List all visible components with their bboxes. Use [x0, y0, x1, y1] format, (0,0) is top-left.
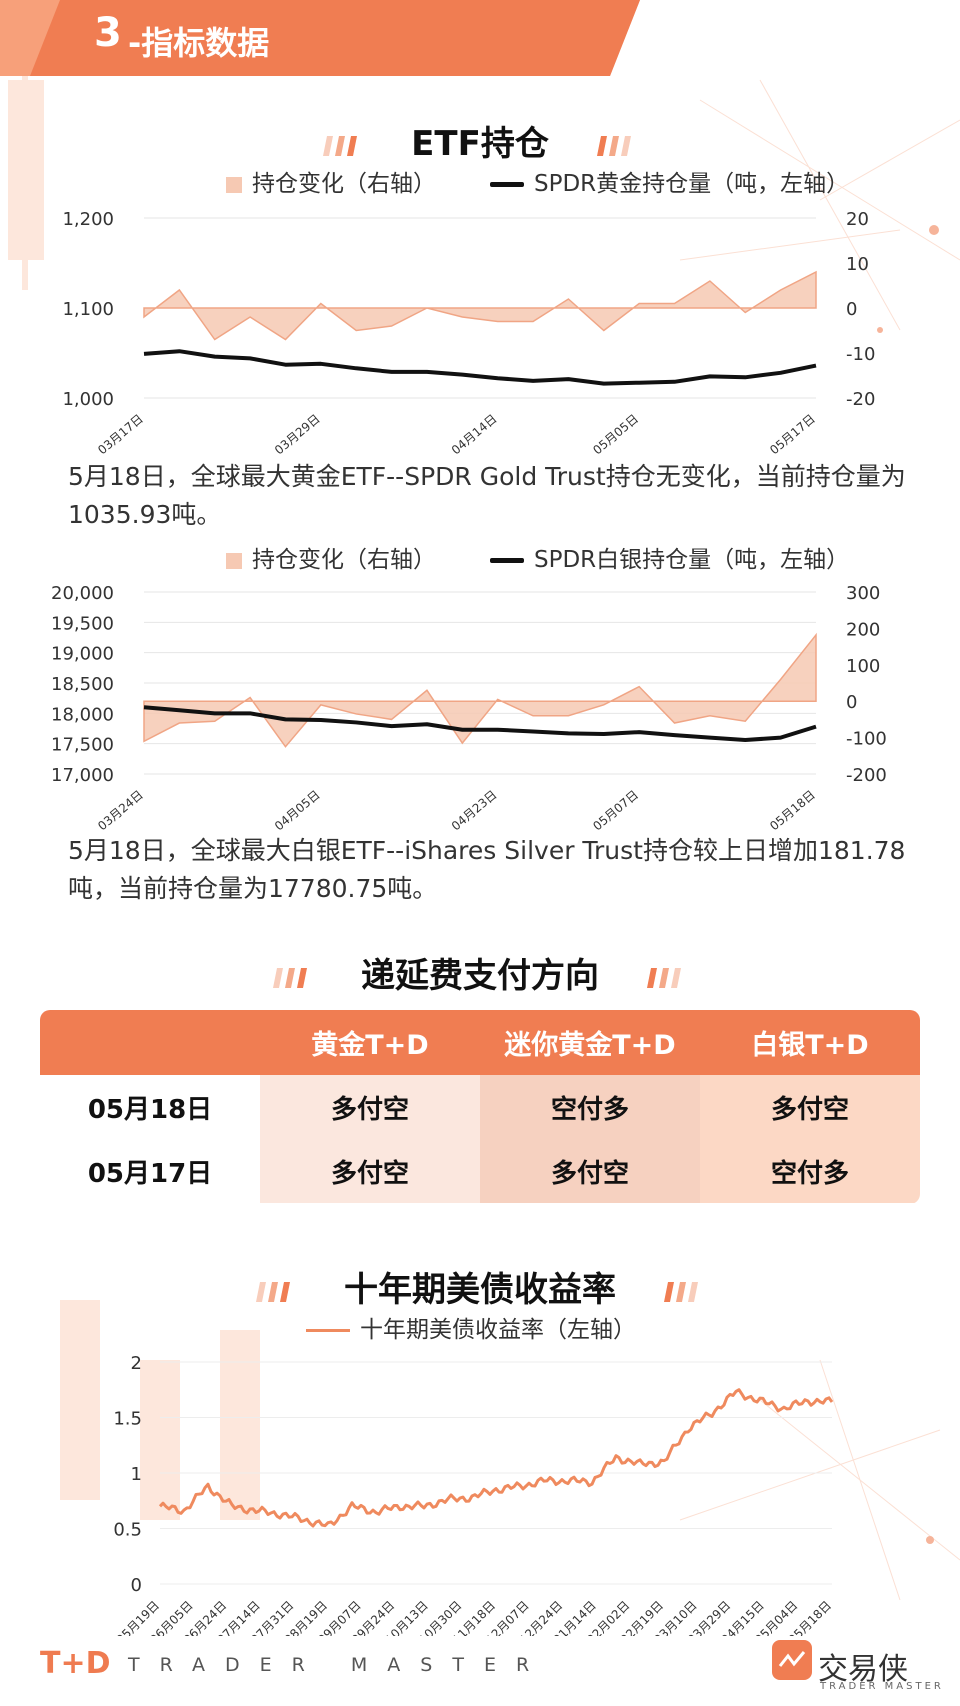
x-tick-label: 05月18日	[767, 788, 818, 834]
td-logo: T+D	[40, 1646, 111, 1681]
etf-title: ETF持仓	[411, 124, 549, 164]
x-tick-label: 04月14日	[449, 412, 500, 458]
y-left-tick-label: 1,100	[62, 299, 114, 320]
x-tick-label: 05月17日	[767, 412, 818, 458]
brand-logo-icon	[772, 1640, 812, 1680]
silver-legend-line-label: SPDR白银持仓量（吨，左轴）	[534, 547, 850, 573]
y-right-tick-label: -200	[846, 765, 887, 786]
deferral-heading: 递延费支付方向	[0, 948, 960, 997]
line-swatch	[490, 558, 524, 563]
y-right-tick-label: 200	[846, 619, 880, 640]
holding-change-area	[143, 270, 817, 341]
y-tick-label: 0.5	[113, 1520, 142, 1541]
table-cell: 空付多	[480, 1075, 700, 1139]
y-tick-label: 0	[131, 1575, 142, 1596]
stripes-right-icon	[646, 967, 681, 988]
gold-legend-line-label: SPDR黄金持仓量（吨，左轴）	[534, 171, 850, 197]
y-left-tick-label: 18,500	[51, 674, 114, 695]
gold-etf-chart: 1,000 1,100 1,200 -20 -10 0 10 20 03月17日 03月29日 04…	[62, 209, 875, 458]
y-left-tick-label: 17,500	[51, 735, 114, 756]
area-swatch	[226, 552, 242, 569]
y-right-tick-label: -100	[846, 729, 887, 750]
table-header-cell: 迷你黄金T+D	[504, 1030, 676, 1061]
silver-etf-text: 5月18日，全球最大白银ETF--iShares Silver Trust持仓较…	[68, 836, 906, 903]
stripes-left-icon	[256, 1281, 291, 1302]
x-tick-label: 04月05日	[272, 788, 323, 834]
y-tick-label: 2	[131, 1353, 142, 1374]
y-tick-label: 1.5	[113, 1409, 142, 1430]
stripes-left-icon	[273, 967, 308, 988]
y-right-tick-label: 0	[846, 692, 857, 713]
table-cell: 多付空	[480, 1139, 700, 1203]
x-tick-label: 03月17日	[95, 412, 146, 458]
table-cell-date: 05月18日	[40, 1075, 260, 1139]
y-tick-label: 1	[131, 1464, 142, 1485]
x-tick-label: 03月29日	[272, 412, 323, 458]
y-left-tick-label: 19,000	[51, 644, 114, 665]
gold-legend-area: 持仓变化（右轴）	[226, 164, 436, 198]
gold-legend-line: SPDR黄金持仓量（吨，左轴）	[490, 164, 849, 198]
bond-yield-line	[158, 1388, 834, 1528]
y-right-tick-label: 20	[846, 209, 869, 230]
holding-line	[143, 349, 817, 386]
stripes-left-icon	[323, 135, 358, 156]
brand-sub: TRADER MASTER	[820, 1681, 944, 1692]
etf-heading: ETF持仓	[0, 116, 960, 165]
silver-legend-area-label: 持仓变化（右轴）	[252, 547, 436, 573]
y-left-tick-label: 17,000	[51, 765, 114, 786]
y-right-tick-label: -20	[846, 389, 875, 410]
table-row: 05月18日 多付空 空付多 多付空	[40, 1075, 920, 1139]
area-swatch	[226, 176, 242, 193]
table-row: 05月17日 多付空 多付空 空付多	[40, 1139, 920, 1203]
bond-yield-chart: 00.511.5205月19日06月05日06月24日07月14日07月31日0…	[113, 1353, 834, 1636]
deferral-title: 递延费支付方向	[361, 956, 599, 996]
table-cell: 多付空	[700, 1075, 920, 1139]
silver-legend-area: 持仓变化（右轴）	[226, 540, 436, 574]
table-header-cell: 白银T+D	[751, 1030, 869, 1061]
x-tick-label: 05月07日	[590, 788, 641, 834]
y-left-tick-label: 20,000	[51, 583, 114, 604]
gold-legend-area-label: 持仓变化（右轴）	[252, 171, 436, 197]
x-tick-label: 04月23日	[449, 788, 500, 834]
bond-legend-label: 十年期美债收益率（左轴）	[360, 1317, 636, 1343]
table-cell-date: 05月17日	[40, 1139, 260, 1203]
stripes-right-icon	[663, 1281, 698, 1302]
holding-line	[143, 705, 817, 743]
stripes-right-icon	[596, 135, 631, 156]
y-right-tick-label: 100	[846, 656, 880, 677]
table-cell: 空付多	[700, 1139, 920, 1203]
table-cell: 多付空	[260, 1075, 480, 1139]
table-header-cell	[40, 1010, 260, 1075]
x-tick-label: 05月05日	[590, 412, 641, 458]
table-header-cell: 黄金T+D	[311, 1030, 429, 1061]
silver-etf-chart: 17,000 17,500 18,000 18,500 19,000 19,500 20,0…	[51, 583, 887, 834]
y-left-tick-label: 1,200	[62, 209, 114, 230]
section-title: -指标数据	[128, 24, 270, 62]
line-swatch	[490, 182, 524, 187]
table-header: 黄金T+D 迷你黄金T+D 白银T+D	[40, 1010, 920, 1075]
brand-name: 交易侠	[818, 1652, 908, 1687]
section-number: 3	[94, 10, 122, 56]
deferral-table: 黄金T+D 迷你黄金T+D 白银T+D 05月18日 多付空 空付多 多付空 0…	[40, 1010, 920, 1204]
bond-title: 十年期美债收益率	[344, 1270, 616, 1310]
silver-legend-line: SPDR白银持仓量（吨，左轴）	[490, 540, 849, 574]
holding-change-area	[143, 632, 817, 748]
bond-heading: 十年期美债收益率	[0, 1262, 960, 1311]
y-right-tick-label: -10	[846, 344, 875, 365]
y-left-tick-label: 19,500	[51, 613, 114, 634]
header-band	[0, 0, 640, 76]
y-left-tick-label: 1,000	[62, 389, 114, 410]
y-right-tick-label: 300	[846, 583, 880, 604]
x-tick-label: 03月24日	[95, 788, 146, 834]
y-left-tick-label: 18,000	[51, 704, 114, 725]
y-right-tick-label: 10	[846, 254, 869, 275]
footer-tagline: TRADER MASTER	[128, 1654, 550, 1676]
table-cell: 多付空	[260, 1139, 480, 1203]
line-swatch	[306, 1329, 350, 1332]
y-right-tick-label: 0	[846, 299, 857, 320]
bond-legend: 十年期美债收益率（左轴）	[306, 1310, 636, 1344]
gold-etf-text: 5月18日，全球最大黄金ETF--SPDR Gold Trust持仓无变化，当前…	[68, 462, 906, 529]
